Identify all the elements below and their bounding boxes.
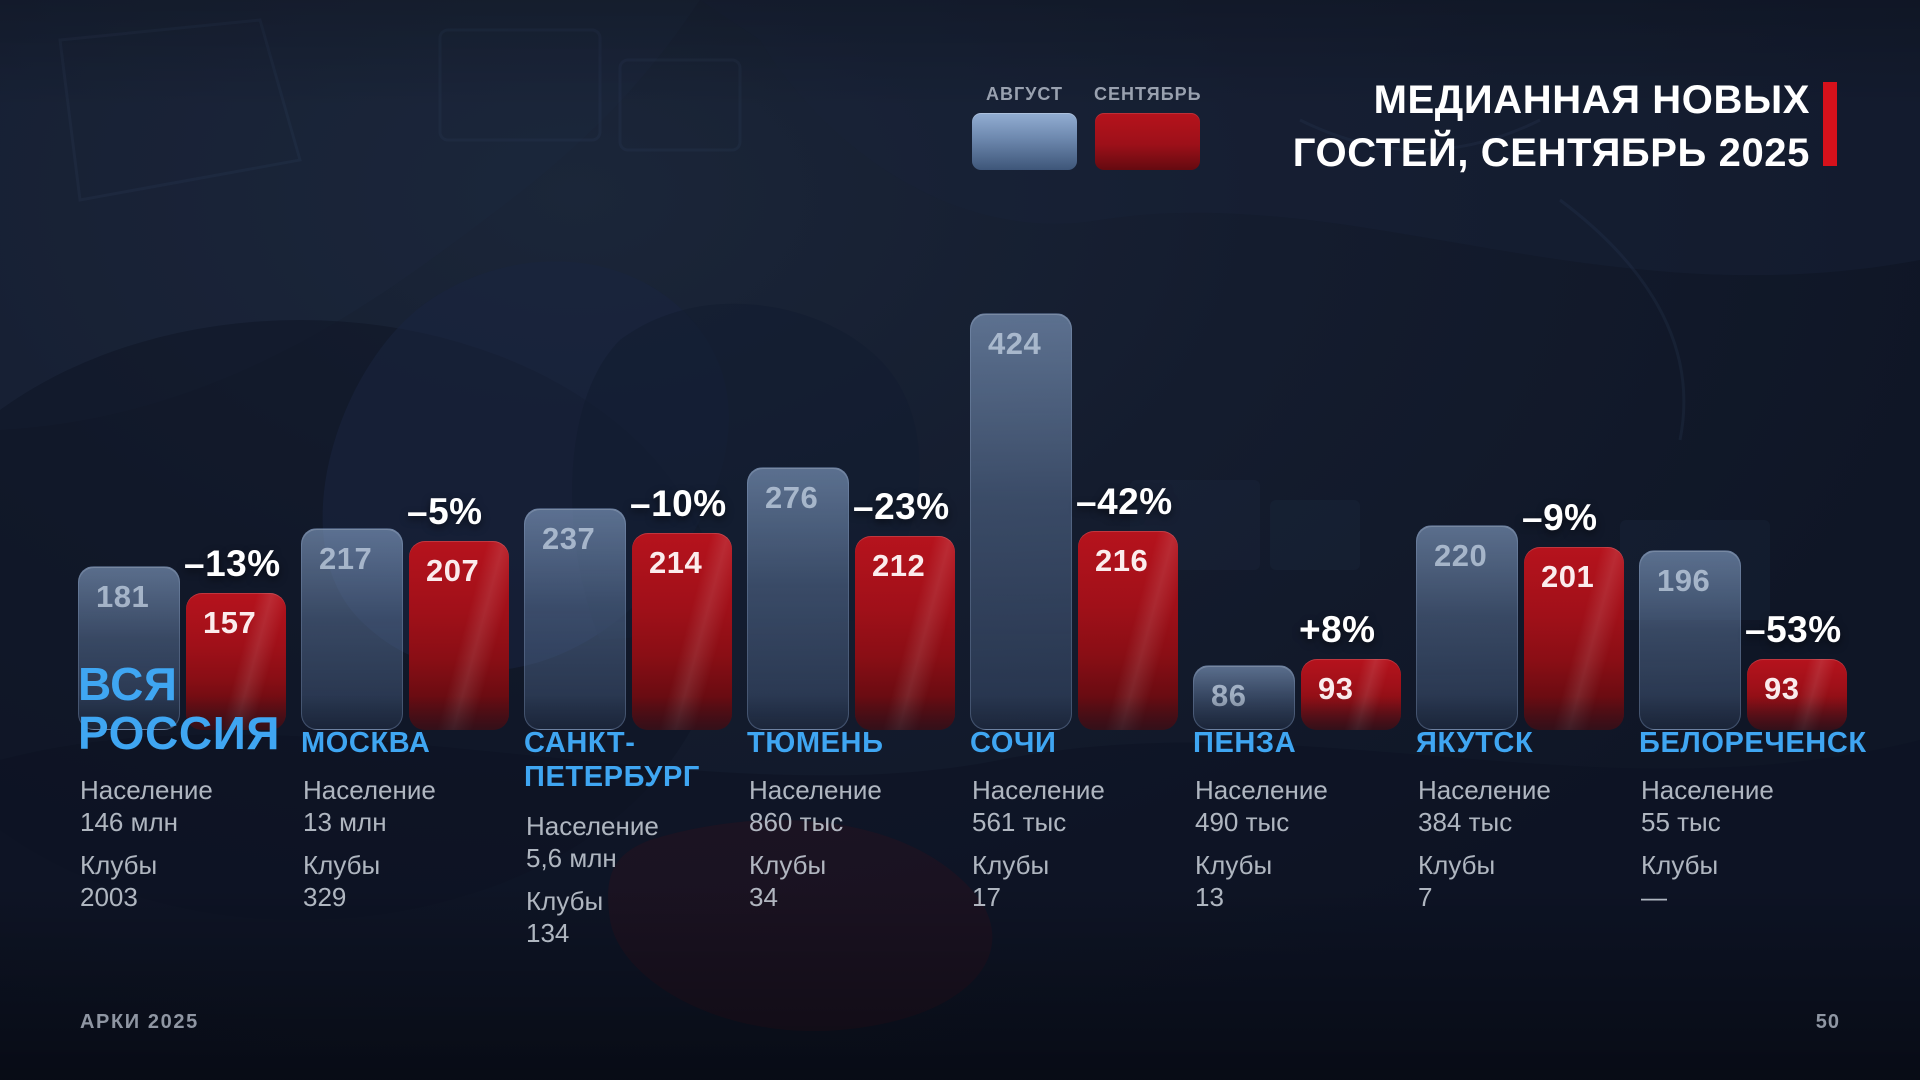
change-label: –13% — [184, 543, 281, 584]
change-label: –9% — [1522, 497, 1598, 538]
september-value: 214 — [649, 545, 703, 580]
august-bar: 86 — [1193, 665, 1295, 730]
clubs-label: Клубы 13 — [1195, 850, 1273, 912]
city-info: Население 5,6 млн Клубы 134 — [526, 810, 746, 960]
september-bar: 157 — [186, 593, 286, 730]
september-value: 201 — [1541, 559, 1595, 594]
legend-item-august: АВГУСТ — [972, 84, 1077, 170]
city-group: 220 201 –9% ЯКУТСК Население 384 тыс Клубы 7 — [1416, 0, 1639, 1080]
august-value: 196 — [1657, 563, 1711, 598]
august-value: 237 — [542, 521, 596, 556]
population-label: Население 146 млн — [80, 775, 213, 837]
city-label: САНКТ- ПЕТЕРБУРГ — [524, 727, 700, 793]
clubs-label: Клубы 34 — [749, 850, 827, 912]
legend-swatch-august — [972, 113, 1077, 170]
change-label: –23% — [853, 486, 950, 527]
clubs-label: Клубы 329 — [303, 850, 381, 912]
population-label: Население 490 тыс — [1195, 775, 1328, 837]
page-title: МЕДИАННАЯ НОВЫХ ГОСТЕЙ, СЕНТЯБРЬ 2025 — [1293, 74, 1810, 180]
september-bar: 207 — [409, 541, 509, 730]
change-label: +8% — [1299, 609, 1376, 650]
city-label: ЯКУТСК — [1416, 727, 1534, 759]
page-title-line1: МЕДИАННАЯ НОВЫХ — [1373, 78, 1810, 122]
august-value: 86 — [1211, 678, 1247, 713]
footer-brand: АРКИ 2025 — [80, 1011, 199, 1033]
september-bar: 93 — [1747, 659, 1847, 730]
city-group: 86 93 +8% ПЕНЗА Население 490 тыс Клубы 13 — [1193, 0, 1416, 1080]
september-value: 93 — [1764, 671, 1800, 706]
population-label: Население 384 тыс — [1418, 775, 1551, 837]
september-bar: 201 — [1524, 547, 1624, 730]
clubs-label: Клубы 134 — [526, 886, 604, 948]
legend-swatch-september — [1095, 113, 1201, 170]
august-bar: 217 — [301, 528, 403, 730]
august-value: 181 — [96, 579, 150, 614]
city-label: БЕЛОРЕЧЕНСК — [1639, 727, 1867, 759]
september-bar: 214 — [632, 533, 732, 730]
september-value: 93 — [1318, 671, 1354, 706]
august-value: 220 — [1434, 538, 1488, 573]
city-info: Население 384 тыс Клубы 7 — [1418, 774, 1638, 924]
clubs-label: Клубы 17 — [972, 850, 1050, 912]
september-value: 207 — [426, 553, 480, 588]
august-bar: 276 — [747, 467, 849, 730]
august-bar: 237 — [524, 508, 626, 730]
legend-label-september: СЕНТЯБРЬ — [1094, 84, 1202, 104]
city-info: Население 55 тыс Клубы — — [1641, 774, 1861, 924]
city-label: МОСКВА — [301, 727, 431, 759]
august-bar: 196 — [1639, 550, 1741, 730]
september-value: 212 — [872, 548, 926, 583]
change-label: –5% — [407, 491, 483, 532]
city-group: 424 216 –42% СОЧИ Население 561 тыс Клубы 17 — [970, 0, 1193, 1080]
chart-legend: АВГУСТ СЕНТЯБРЬ — [972, 84, 1202, 170]
population-label: Население 561 тыс — [972, 775, 1105, 837]
city-info: Население 490 тыс Клубы 13 — [1195, 774, 1415, 924]
september-bar: 216 — [1078, 531, 1178, 730]
clubs-label: Клубы — — [1641, 850, 1719, 912]
city-label: ВСЯ РОССИЯ — [78, 658, 281, 759]
city-group: 217 207 –5% МОСКВА Население 13 млн Клубы 329 — [301, 0, 524, 1080]
legend-label-august: АВГУСТ — [986, 84, 1063, 104]
population-label: Население 55 тыс — [1641, 775, 1774, 837]
september-value: 216 — [1095, 543, 1149, 578]
change-label: –42% — [1076, 481, 1173, 522]
city-group: 181 157 –13% ВСЯ РОССИЯ Население 146 млн Клу… — [78, 0, 301, 1080]
population-label: Население 860 тыс — [749, 775, 882, 837]
city-info: Население 13 млн Клубы 329 — [303, 774, 523, 924]
clubs-label: Клубы 7 — [1418, 850, 1496, 912]
page-number: 50 — [1815, 1011, 1840, 1033]
september-bar: 212 — [855, 536, 955, 730]
august-value: 217 — [319, 541, 373, 576]
city-info: Население 860 тыс Клубы 34 — [749, 774, 969, 924]
city-group: 276 212 –23% ТЮМЕНЬ Население 860 тыс Клубы 3… — [747, 0, 970, 1080]
city-info: Население 561 тыс Клубы 17 — [972, 774, 1192, 924]
legend-item-september: СЕНТЯБРЬ — [1094, 84, 1202, 170]
august-value: 424 — [988, 326, 1042, 361]
title-accent-bar — [1823, 82, 1837, 166]
city-label: ПЕНЗА — [1193, 727, 1297, 759]
city-group: 237 214 –10% САНКТ- ПЕТЕРБУРГ Население 5,6 … — [524, 0, 747, 1080]
page-title-line2: ГОСТЕЙ, СЕНТЯБРЬ 2025 — [1292, 131, 1810, 175]
population-label: Население 13 млн — [303, 775, 436, 837]
september-bar: 93 — [1301, 659, 1401, 730]
september-value: 157 — [203, 605, 257, 640]
city-label: СОЧИ — [970, 727, 1057, 759]
city-info: Население 146 млн Клубы 2003 — [80, 774, 300, 924]
population-label: Население 5,6 млн — [526, 811, 659, 873]
change-label: –10% — [630, 483, 727, 524]
august-bar: 181 — [78, 566, 180, 730]
august-bar: 424 — [970, 313, 1072, 730]
city-label: ТЮМЕНЬ — [747, 727, 884, 759]
change-label: –53% — [1745, 609, 1842, 650]
city-group: 196 93 –53% БЕЛОРЕЧЕНСК Население 55 тыс Клуб… — [1639, 0, 1866, 1080]
clubs-label: Клубы 2003 — [80, 850, 158, 912]
august-bar: 220 — [1416, 525, 1518, 730]
august-value: 276 — [765, 480, 819, 515]
